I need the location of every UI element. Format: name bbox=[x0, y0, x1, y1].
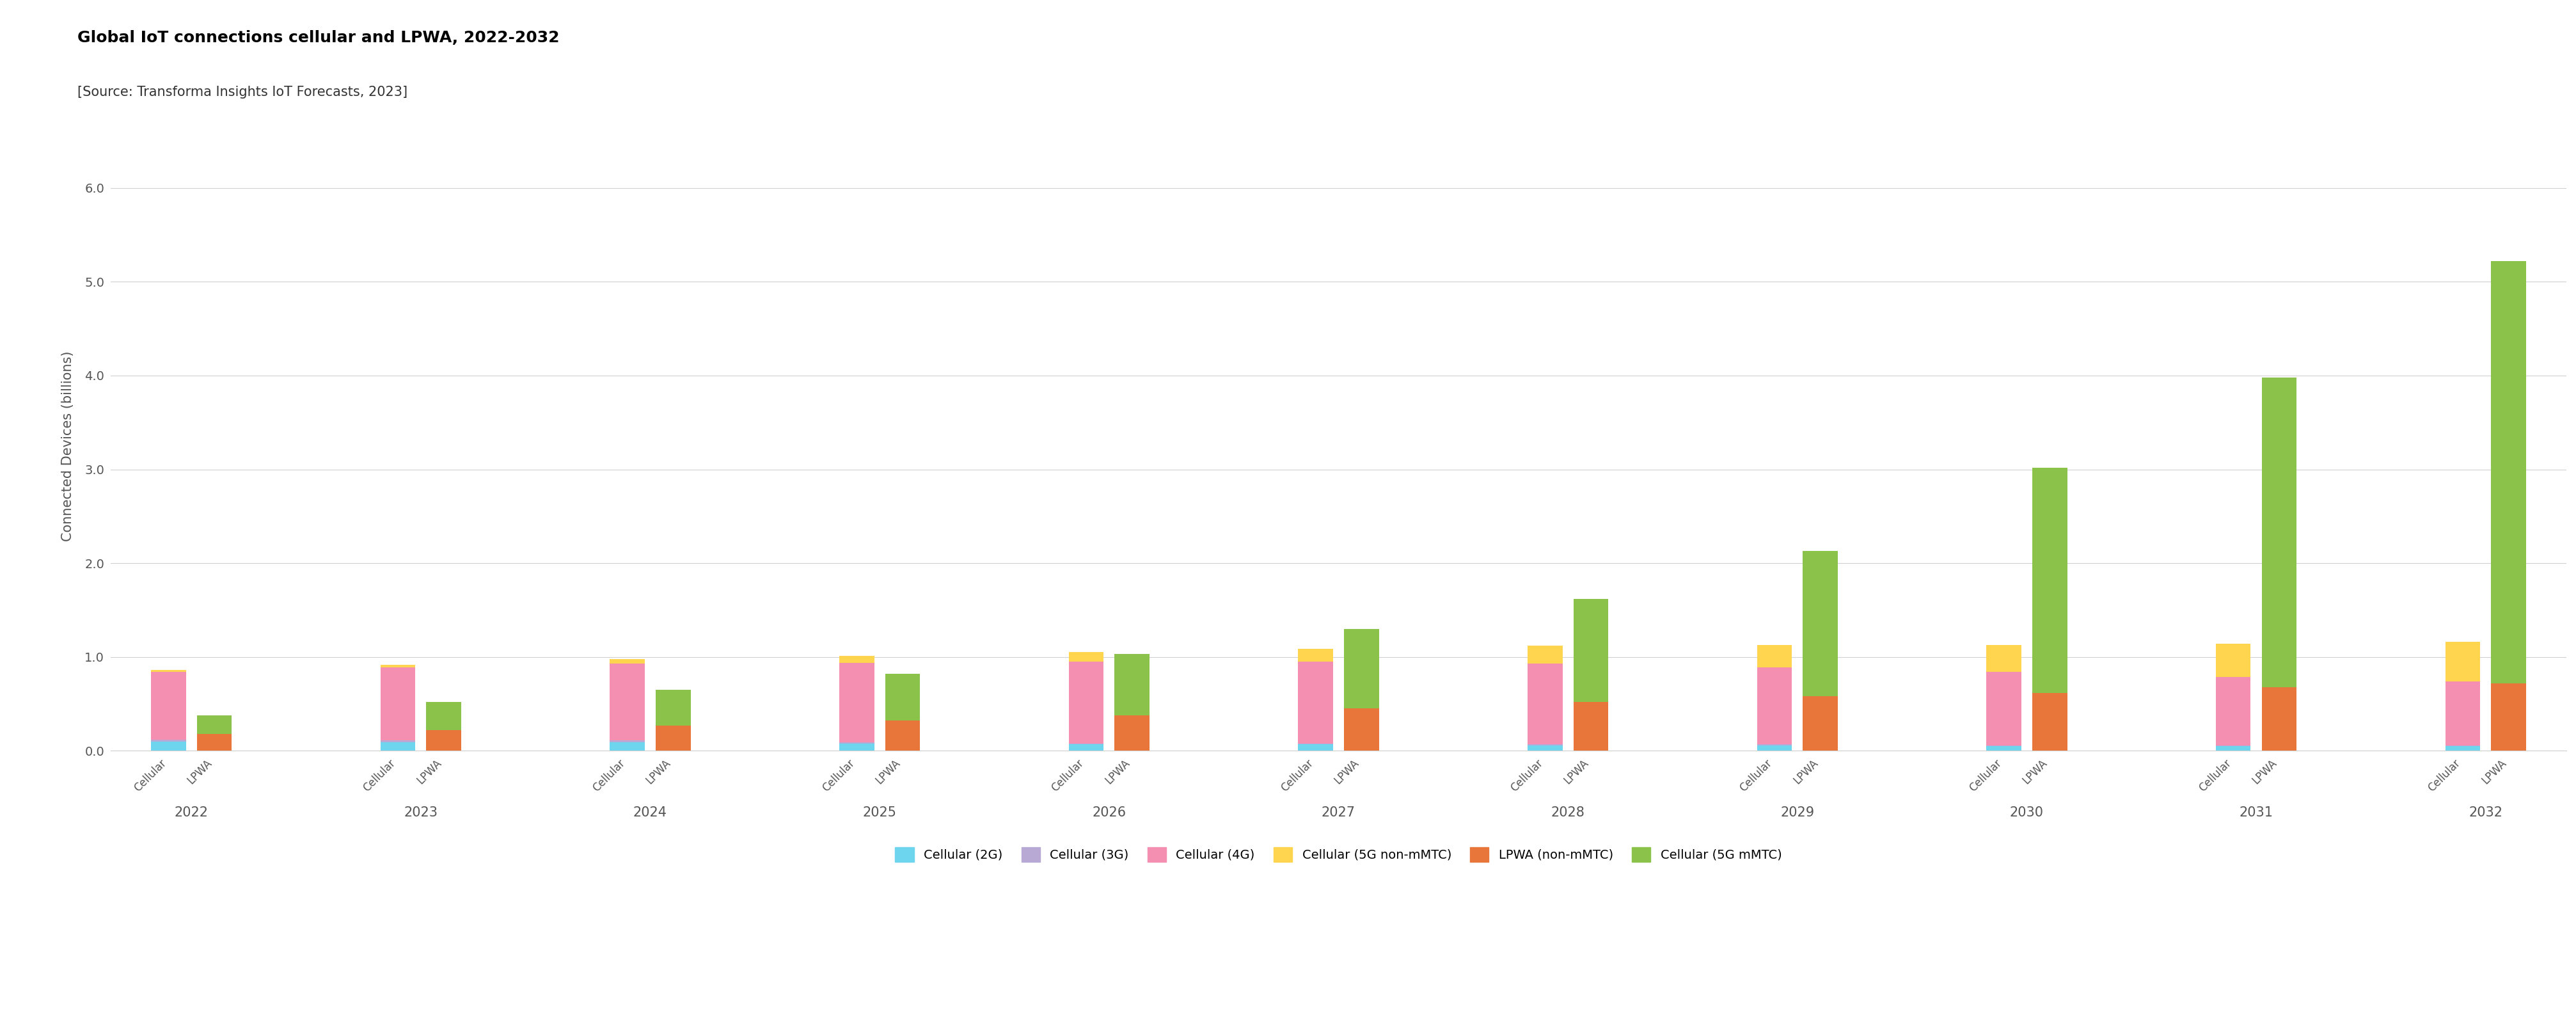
Bar bbox=[611, 742, 644, 751]
Bar bbox=[425, 702, 461, 730]
Bar bbox=[196, 715, 232, 734]
Bar bbox=[1803, 697, 1837, 751]
Bar bbox=[381, 740, 415, 742]
Text: 2024: 2024 bbox=[634, 806, 667, 819]
Bar bbox=[611, 659, 644, 663]
Bar bbox=[425, 730, 461, 751]
Bar bbox=[2445, 746, 2481, 751]
Bar bbox=[611, 663, 644, 740]
Bar bbox=[2215, 644, 2251, 676]
Bar bbox=[2032, 693, 2066, 751]
Bar bbox=[840, 656, 873, 662]
Bar bbox=[1528, 646, 1564, 663]
Bar bbox=[1574, 599, 1607, 702]
Bar bbox=[1528, 745, 1564, 751]
Bar bbox=[657, 726, 690, 751]
Bar bbox=[1986, 746, 2022, 751]
Text: 2032: 2032 bbox=[2468, 806, 2504, 819]
Y-axis label: Connected Devices (billions): Connected Devices (billions) bbox=[62, 351, 75, 541]
Bar bbox=[1345, 629, 1378, 709]
Text: 2022: 2022 bbox=[175, 806, 209, 819]
Bar bbox=[1069, 744, 1103, 751]
Bar bbox=[152, 741, 185, 751]
Bar bbox=[657, 690, 690, 726]
Bar bbox=[381, 667, 415, 740]
Bar bbox=[1574, 702, 1607, 751]
Bar bbox=[2215, 746, 2251, 751]
Bar bbox=[196, 734, 232, 751]
Text: Global IoT connections cellular and LPWA, 2022-2032: Global IoT connections cellular and LPWA… bbox=[77, 30, 559, 45]
Bar bbox=[1345, 709, 1378, 751]
Bar bbox=[1115, 654, 1149, 715]
Bar bbox=[886, 674, 920, 721]
Bar bbox=[1528, 663, 1564, 744]
Bar bbox=[2491, 683, 2527, 751]
Bar bbox=[886, 721, 920, 751]
Bar bbox=[1986, 645, 2022, 672]
Bar bbox=[1757, 667, 1793, 744]
Bar bbox=[381, 664, 415, 667]
Text: [Source: Transforma Insights IoT Forecasts, 2023]: [Source: Transforma Insights IoT Forecas… bbox=[77, 86, 407, 99]
Bar bbox=[2032, 467, 2066, 693]
Text: 2028: 2028 bbox=[1551, 806, 1584, 819]
Text: 2026: 2026 bbox=[1092, 806, 1126, 819]
Bar bbox=[2491, 261, 2527, 683]
Bar bbox=[2215, 676, 2251, 745]
Bar bbox=[1298, 662, 1332, 743]
Text: 2025: 2025 bbox=[863, 806, 896, 819]
Bar bbox=[1069, 652, 1103, 662]
Bar bbox=[1757, 645, 1793, 667]
Bar bbox=[152, 670, 185, 672]
Bar bbox=[1298, 649, 1332, 662]
Bar bbox=[2262, 377, 2298, 687]
Bar bbox=[152, 672, 185, 740]
Bar bbox=[1986, 672, 2022, 745]
Bar bbox=[1803, 551, 1837, 697]
Bar bbox=[611, 740, 644, 742]
Text: 2030: 2030 bbox=[2009, 806, 2043, 819]
Bar bbox=[840, 743, 873, 751]
Bar bbox=[1115, 715, 1149, 751]
Bar bbox=[2262, 687, 2298, 751]
Text: 2031: 2031 bbox=[2239, 806, 2272, 819]
Bar bbox=[2445, 642, 2481, 681]
Bar bbox=[840, 662, 873, 742]
Bar bbox=[1298, 744, 1332, 751]
Text: 2023: 2023 bbox=[404, 806, 438, 819]
Bar bbox=[2445, 681, 2481, 745]
Bar bbox=[1757, 745, 1793, 751]
Legend: Cellular (2G), Cellular (3G), Cellular (4G), Cellular (5G non-mMTC), LPWA (non-m: Cellular (2G), Cellular (3G), Cellular (… bbox=[891, 842, 1788, 866]
Bar bbox=[1069, 662, 1103, 743]
Bar bbox=[381, 742, 415, 751]
Bar bbox=[152, 740, 185, 741]
Text: 2029: 2029 bbox=[1780, 806, 1814, 819]
Text: 2027: 2027 bbox=[1321, 806, 1355, 819]
